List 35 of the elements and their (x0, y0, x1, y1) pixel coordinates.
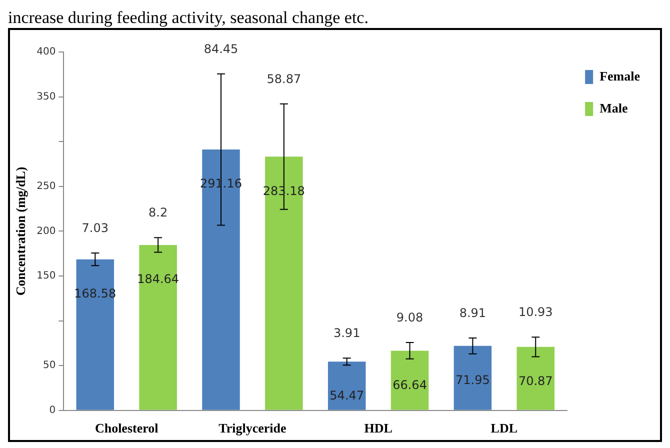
annotation: 58.87 (266, 72, 302, 86)
y-axis-title: Concentration (mg/dL) (13, 166, 28, 296)
x-tick-label: Cholesterol (94, 420, 159, 436)
x-tick-label: LDL (490, 420, 518, 436)
data-label: 54.47 (330, 388, 364, 403)
bar (202, 150, 240, 410)
annotation: 84.45 (204, 42, 238, 56)
y-tick-label: 50 (42, 360, 56, 372)
x-tick-label: HDL (364, 420, 393, 436)
bar (390, 350, 429, 410)
annotation: 9.08 (396, 310, 424, 325)
data-label: 70.87 (518, 374, 553, 388)
y-tick-label: 0 (49, 404, 56, 416)
bar (76, 259, 114, 410)
legend-label: Female (600, 68, 640, 84)
y-tick-label: 250 (36, 180, 56, 192)
annotation: 7.03 (82, 221, 109, 236)
x-tick-label: Triglyceride (218, 420, 286, 436)
y-tick-label: 150 (36, 270, 56, 282)
annotation: 3.91 (333, 326, 360, 340)
bar (328, 362, 366, 410)
bar (265, 156, 303, 410)
y-tick-label: 400 (36, 46, 56, 58)
y-tick-label: 350 (36, 91, 56, 102)
y-tick-label: 200 (36, 226, 56, 237)
annotation: 10.93 (518, 305, 553, 320)
bar (516, 346, 554, 410)
bar (139, 244, 177, 410)
legend-label: Male (600, 100, 628, 116)
data-label: 71.95 (456, 373, 490, 388)
bar (454, 346, 492, 410)
annotation: 8.2 (148, 206, 168, 220)
text: increase during feeding activity, seasonal change etc. (8, 8, 370, 28)
data-label: 66.64 (392, 378, 427, 392)
annotation: 8.91 (459, 306, 486, 320)
